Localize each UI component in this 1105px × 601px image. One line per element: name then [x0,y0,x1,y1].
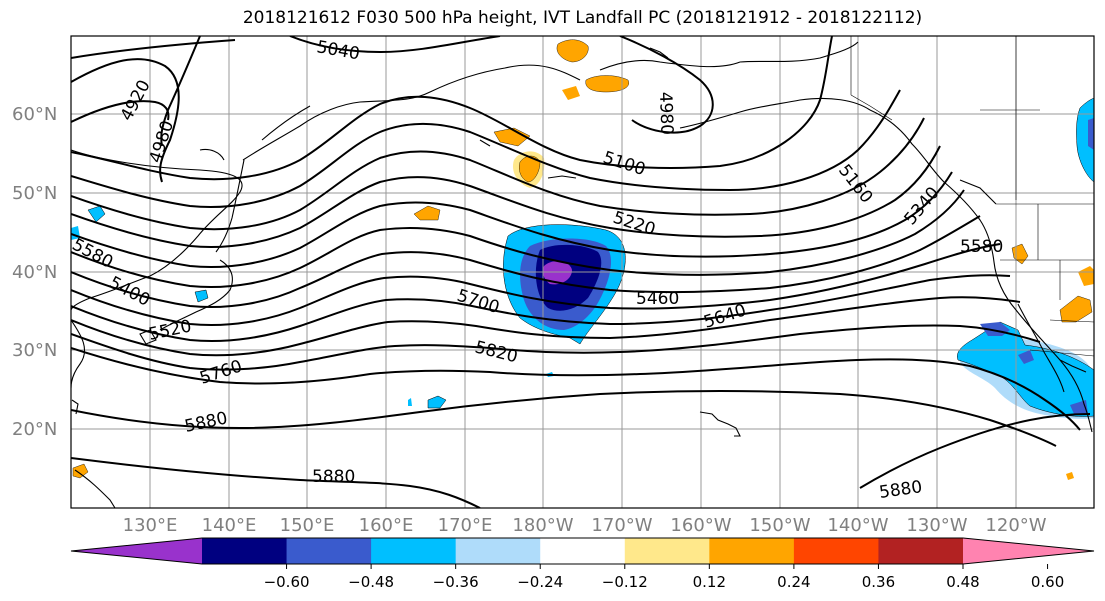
contour-label: 5580 [960,237,1003,257]
colorbar-tick-label: 0.24 [777,573,810,591]
latitude-label: 40°N [12,262,57,283]
colorbar-segment [286,538,372,564]
colorbar-extension-low [71,538,202,564]
latitude-axis: 60°N 50°N 40°N 30°N 20°N [12,104,57,440]
colorbar-outline [70,537,1095,565]
colorbar-ticks: −0.60 −0.48 −0.36 −0.24 −0.12 0.12 0.24 0.36 0.4… [264,564,1064,591]
colorbar-segments [70,537,1095,565]
longitude-axis: 130°E 140°E 150°E 160°E 170°E 180°W 170°… [123,515,1047,536]
map-frame [70,35,1095,509]
longitude-label: 140°E [202,515,257,536]
colorbar-extension-high [963,538,1094,564]
contour-label: 4980 [655,91,676,135]
longitude-label: 180°W [512,515,573,536]
longitude-label: 160°W [670,515,731,536]
height-contours [71,36,1091,508]
longitude-label: 140°W [827,515,888,536]
longitude-label: 170°E [438,515,493,536]
positive-anomalies [72,39,1094,480]
latitude-label: 20°N [12,419,57,440]
longitude-label: 150°W [749,515,810,536]
colorbar-tick-label: 0.36 [862,573,895,591]
colorbar-tick-label: 0.60 [1031,573,1064,591]
colorbar-segment [709,538,795,564]
latitude-label: 60°N [12,104,57,125]
colorbar: −0.60 −0.48 −0.36 −0.24 −0.12 0.12 0.24 0.36 0.4… [70,537,1095,591]
colorbar-segment [540,538,626,564]
colorbar-segment [624,538,710,564]
latitude-label: 50°N [12,183,57,204]
colorbar-segment [878,538,964,564]
longitude-label: 120°W [985,515,1046,536]
map-content: 5040 4920 4980 4980 5100 5160 5340 5220 … [71,36,1094,508]
colorbar-tick-label: 0.48 [946,573,979,591]
negative-anomaly-pacific-nw [1076,97,1094,183]
colorbar-tick-label: −0.12 [602,573,648,591]
colorbar-tick-label: 0.12 [693,573,726,591]
longitude-label: 130°W [906,515,967,536]
colorbar-tick-label: −0.36 [433,573,479,591]
latitude-label: 30°N [12,340,57,361]
map-title: 2018121612 F030 500 hPa height, IVT Land… [242,8,923,28]
colorbar-tick-label: −0.60 [264,573,310,591]
political-borders [850,36,1094,357]
graticule [71,36,1094,508]
longitude-label: 160°E [359,515,414,536]
negative-anomaly-baja [957,321,1094,419]
colorbar-tick-label: −0.24 [517,573,563,591]
colorbar-segment [371,538,457,564]
longitude-label: 170°W [591,515,652,536]
contour-label: 5460 [636,289,679,309]
colorbar-segment [793,538,879,564]
longitude-label: 130°E [123,515,178,536]
contour-label: 5880 [312,467,355,487]
colorbar-segment [455,538,541,564]
colorbar-tick-label: −0.48 [348,573,394,591]
small-negative-anomalies [71,205,554,409]
colorbar-segment [202,538,288,564]
longitude-label: 150°E [280,515,335,536]
